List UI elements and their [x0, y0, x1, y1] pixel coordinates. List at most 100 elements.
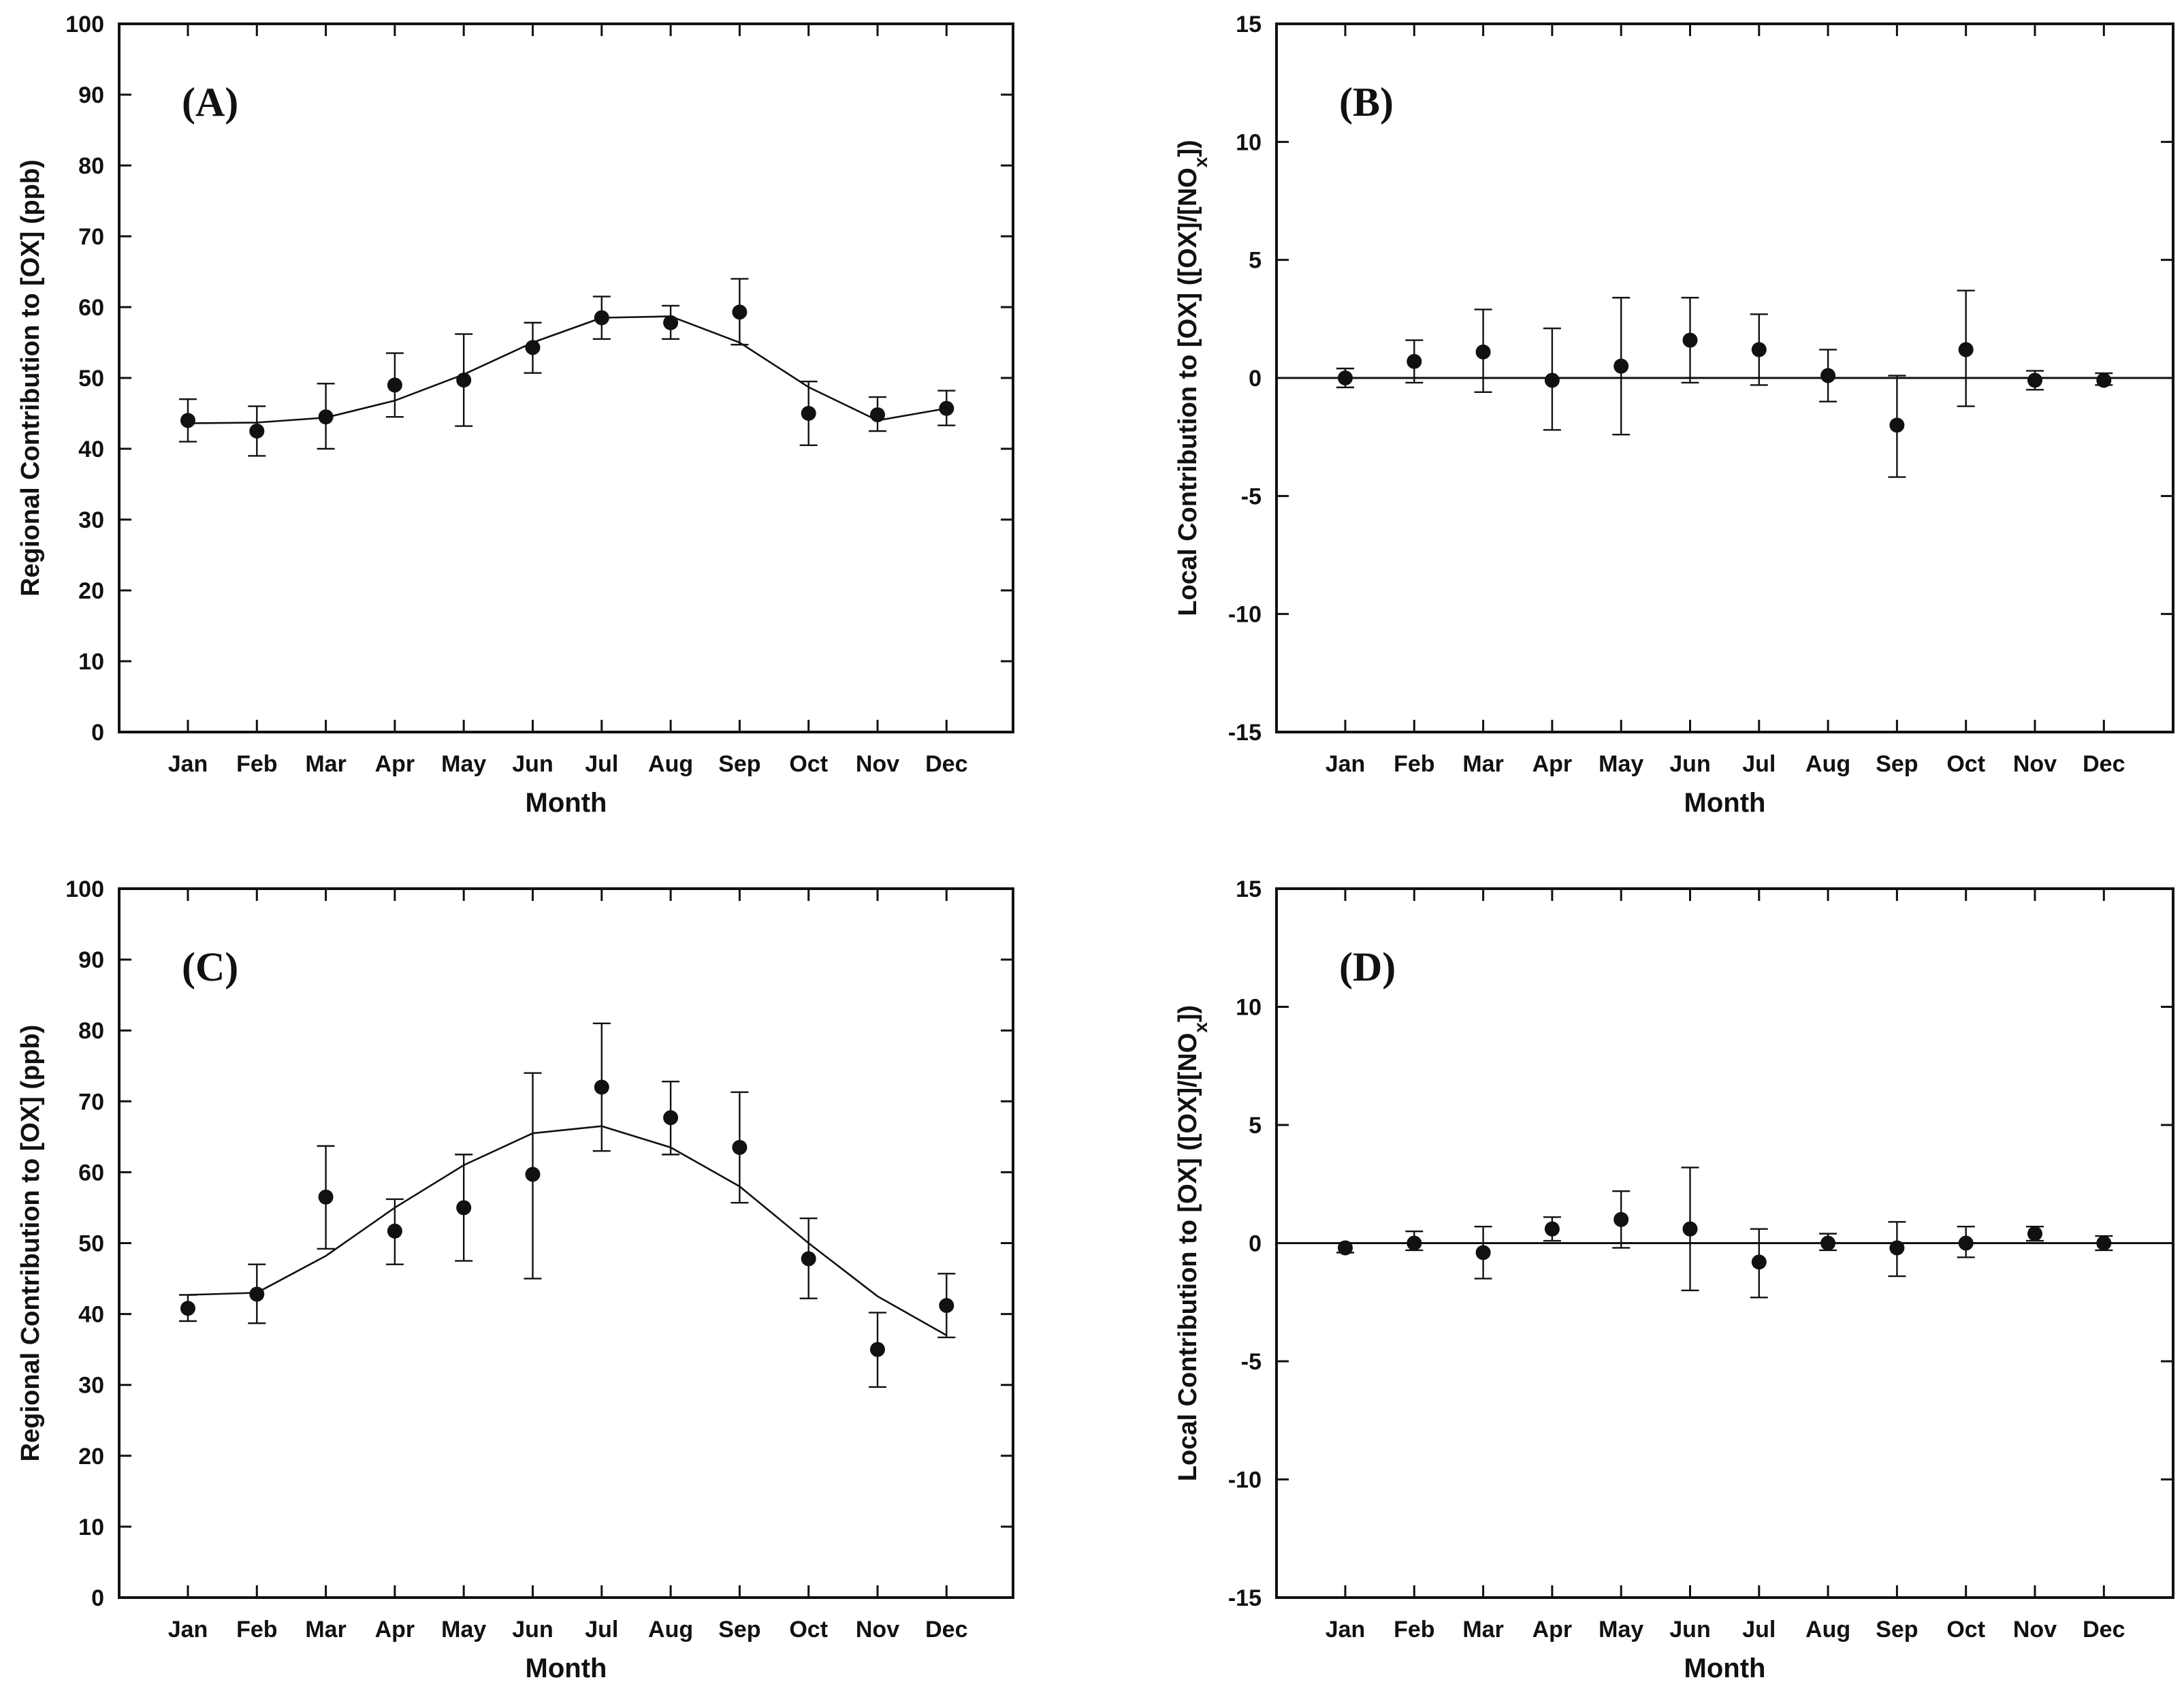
x-tick-label: Feb [236, 751, 277, 777]
x-tick-label: Sep [718, 751, 760, 777]
y-axis: 0 10 20 30 40 50 60 70 80 90 100 [65, 12, 1013, 746]
data-point [1407, 1235, 1422, 1251]
x-tick-label: Mar [305, 751, 346, 777]
x-tick-label: Apr [375, 1617, 415, 1643]
y-tick-label: -5 [1241, 1349, 1262, 1375]
data-point [456, 372, 472, 388]
y-axis-title-text: Regional Contribution to [OX] (ppb) [16, 159, 45, 597]
x-axis: Jan Feb Mar Apr May Jun Jul Aug Sep Oct Nov Dec [1326, 24, 2125, 777]
x-tick-label: Aug [1805, 751, 1850, 777]
y-tick-label: 15 [1236, 12, 1262, 37]
x-tick-label: Aug [648, 1617, 693, 1643]
data-point [1958, 342, 1974, 358]
y-axis-title-tail: ]) [1174, 1005, 1202, 1022]
y-tick-label: 0 [91, 720, 104, 746]
x-tick-label: Mar [1462, 751, 1503, 777]
data-point [1613, 358, 1629, 374]
y-tick-label: -10 [1228, 602, 1262, 628]
y-tick-label: -15 [1228, 1585, 1262, 1611]
panel-d: -15 -10 -5 0 5 10 15 Jan Feb Mar Apr May Jun Jul Aug S… [1174, 876, 2174, 1683]
data-point [663, 315, 679, 330]
y-tick-label: 10 [78, 649, 104, 675]
x-tick-label: Jun [1669, 1617, 1710, 1643]
data-point [2027, 1226, 2042, 1241]
y-axis-title-tail: ]) [1174, 140, 1202, 157]
y-axis-title: Local Contribution to [OX] ([OX]/[NOx]) [1174, 140, 1211, 616]
y-tick-label: 80 [78, 153, 104, 179]
x-tick-label: Dec [2083, 1617, 2125, 1643]
x-axis-title: Month [1684, 1653, 1766, 1683]
x-tick-label: Jun [1669, 751, 1710, 777]
data-point [801, 1251, 816, 1267]
data-point [732, 1139, 748, 1155]
x-tick-label: Nov [856, 1617, 899, 1643]
y-tick-label: 20 [78, 1444, 104, 1470]
x-tick-label: May [1599, 751, 1643, 777]
x-axis-title: Month [526, 788, 607, 818]
x-tick-label: Jan [1326, 751, 1366, 777]
y-tick-label: 40 [78, 437, 104, 462]
data-point [870, 407, 885, 423]
x-tick-label: May [1599, 1617, 1643, 1643]
x-tick-label: Mar [305, 1617, 346, 1643]
y-tick-label: 30 [78, 1373, 104, 1399]
data-point [2027, 372, 2042, 388]
data-point [318, 409, 334, 425]
x-axis: Jan Feb Mar Apr May Jun Jul Aug Sep Oct Nov Dec [168, 889, 967, 1643]
x-tick-label: Apr [1532, 751, 1573, 777]
y-tick-label: 10 [1236, 129, 1262, 155]
data-point [1820, 368, 1836, 383]
data-point [663, 1110, 679, 1126]
y-tick-label: 100 [65, 876, 104, 902]
x-tick-label: Feb [1394, 751, 1434, 777]
x-tick-label: Oct [1946, 1617, 1985, 1643]
x-tick-label: Jul [585, 1617, 618, 1643]
x-tick-label: Jan [168, 751, 208, 777]
panel-c: 0 10 20 30 40 50 60 70 80 90 100 Jan Feb Mar Apr May Ju… [16, 876, 1014, 1683]
y-tick-label: 10 [1236, 995, 1262, 1021]
y-axis-title-text: Local Contribution to [OX] ([OX]/[NO [1174, 168, 1202, 616]
data-point [1338, 1240, 1353, 1256]
y-tick-label: 30 [78, 507, 104, 533]
data-point [939, 400, 954, 416]
y-axis-title: Local Contribution to [OX] ([OX]/[NOx]) [1174, 1005, 1211, 1481]
data-layer [1276, 1167, 2173, 1299]
x-tick-label: Oct [789, 751, 828, 777]
x-tick-label: Jun [512, 751, 553, 777]
y-tick-label: 100 [65, 12, 104, 37]
y-tick-label: 70 [78, 224, 104, 250]
data-point [1338, 370, 1353, 385]
y-tick-label: 5 [1249, 1113, 1262, 1139]
y-tick-label: 5 [1249, 248, 1262, 274]
x-tick-label: Dec [925, 1617, 967, 1643]
y-tick-label: 90 [78, 947, 104, 973]
x-axis: Jan Feb Mar Apr May Jun Jul Aug Sep Oct Nov Dec [1326, 889, 2125, 1643]
y-tick-label: 10 [78, 1514, 104, 1540]
x-tick-label: Dec [2083, 751, 2125, 777]
y-axis-title: Regional Contribution to [OX] (ppb) [16, 159, 45, 597]
data-point [249, 1286, 265, 1302]
data-point [525, 340, 541, 355]
y-axis-title-text: Local Contribution to [OX] ([OX]/[NO [1174, 1033, 1202, 1482]
y-tick-label: 50 [78, 1231, 104, 1257]
panel-tag: (B) [1339, 80, 1394, 125]
y-axis: -15 -10 -5 0 5 10 15 [1228, 876, 2173, 1611]
y-axis-title-subscript: x [1190, 157, 1211, 168]
x-tick-label: Mar [1462, 1617, 1503, 1643]
panel-tag: (D) [1339, 945, 1396, 989]
y-tick-label: 0 [91, 1585, 104, 1611]
x-tick-label: Aug [648, 751, 693, 777]
data-point [180, 1301, 195, 1316]
data-point [870, 1342, 885, 1357]
y-tick-label: 50 [78, 366, 104, 392]
data-point [1889, 417, 1905, 433]
data-point [1682, 1221, 1698, 1237]
x-tick-label: Sep [718, 1617, 760, 1643]
fit-line [187, 1125, 947, 1336]
panel-b: -15 -10 -5 0 5 10 15 Jan Feb Mar Apr May Jun Jul Aug S… [1174, 12, 2174, 818]
y-tick-label: -15 [1228, 720, 1262, 746]
x-axis: Jan Feb Mar Apr May Jun Jul Aug Sep Oct Nov Dec [168, 24, 967, 777]
y-tick-label: 90 [78, 82, 104, 108]
x-tick-label: Oct [1946, 751, 1985, 777]
